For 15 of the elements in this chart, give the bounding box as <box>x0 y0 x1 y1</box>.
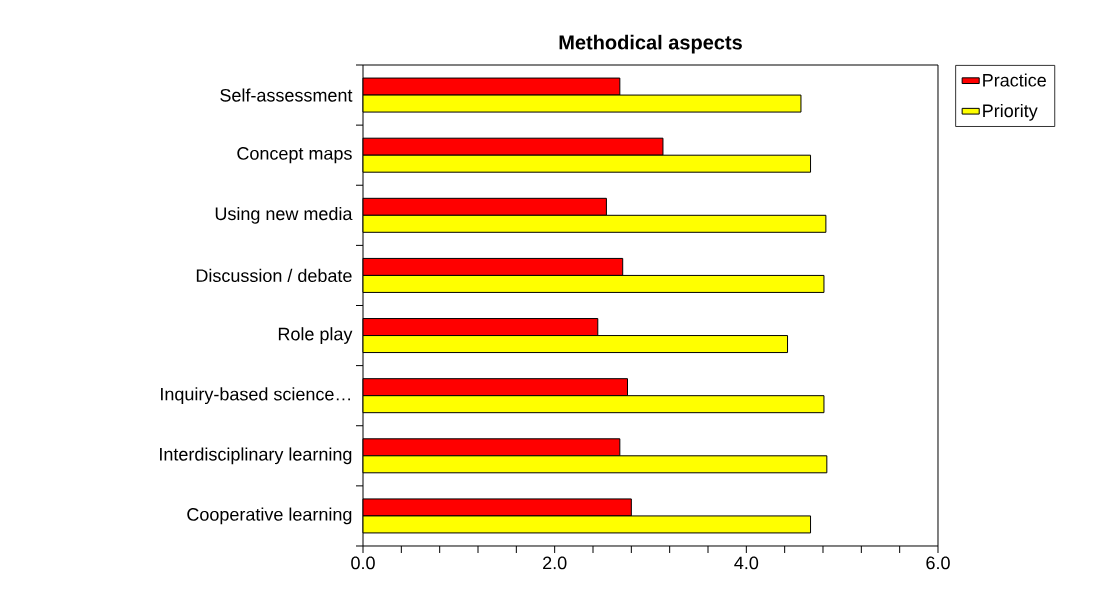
y-tick-label: Interdisciplinary learning <box>160 447 352 465</box>
x-tick-label: 2.0 <box>543 556 567 570</box>
x-tick-label: 4.0 <box>734 556 759 570</box>
y-tick-label: Self-assessment <box>220 88 353 102</box>
y-tick-label: Concept maps <box>237 147 352 164</box>
y-tick-label: Role play <box>278 327 353 344</box>
x-tick-label: 0.0 <box>351 556 375 570</box>
y-tick-label: Inquiry-based science… <box>161 387 350 405</box>
x-tick-label: 6.0 <box>926 556 950 570</box>
legend-label: Practice <box>983 73 1046 87</box>
legend-label: Priority <box>983 103 1038 121</box>
chart-title: Methodical aspects <box>559 34 742 54</box>
y-tick-label: Discussion / debate <box>196 268 352 283</box>
y-tick-label: Cooperative learning <box>187 507 352 525</box>
y-tick-label: Using new media <box>215 206 353 224</box>
